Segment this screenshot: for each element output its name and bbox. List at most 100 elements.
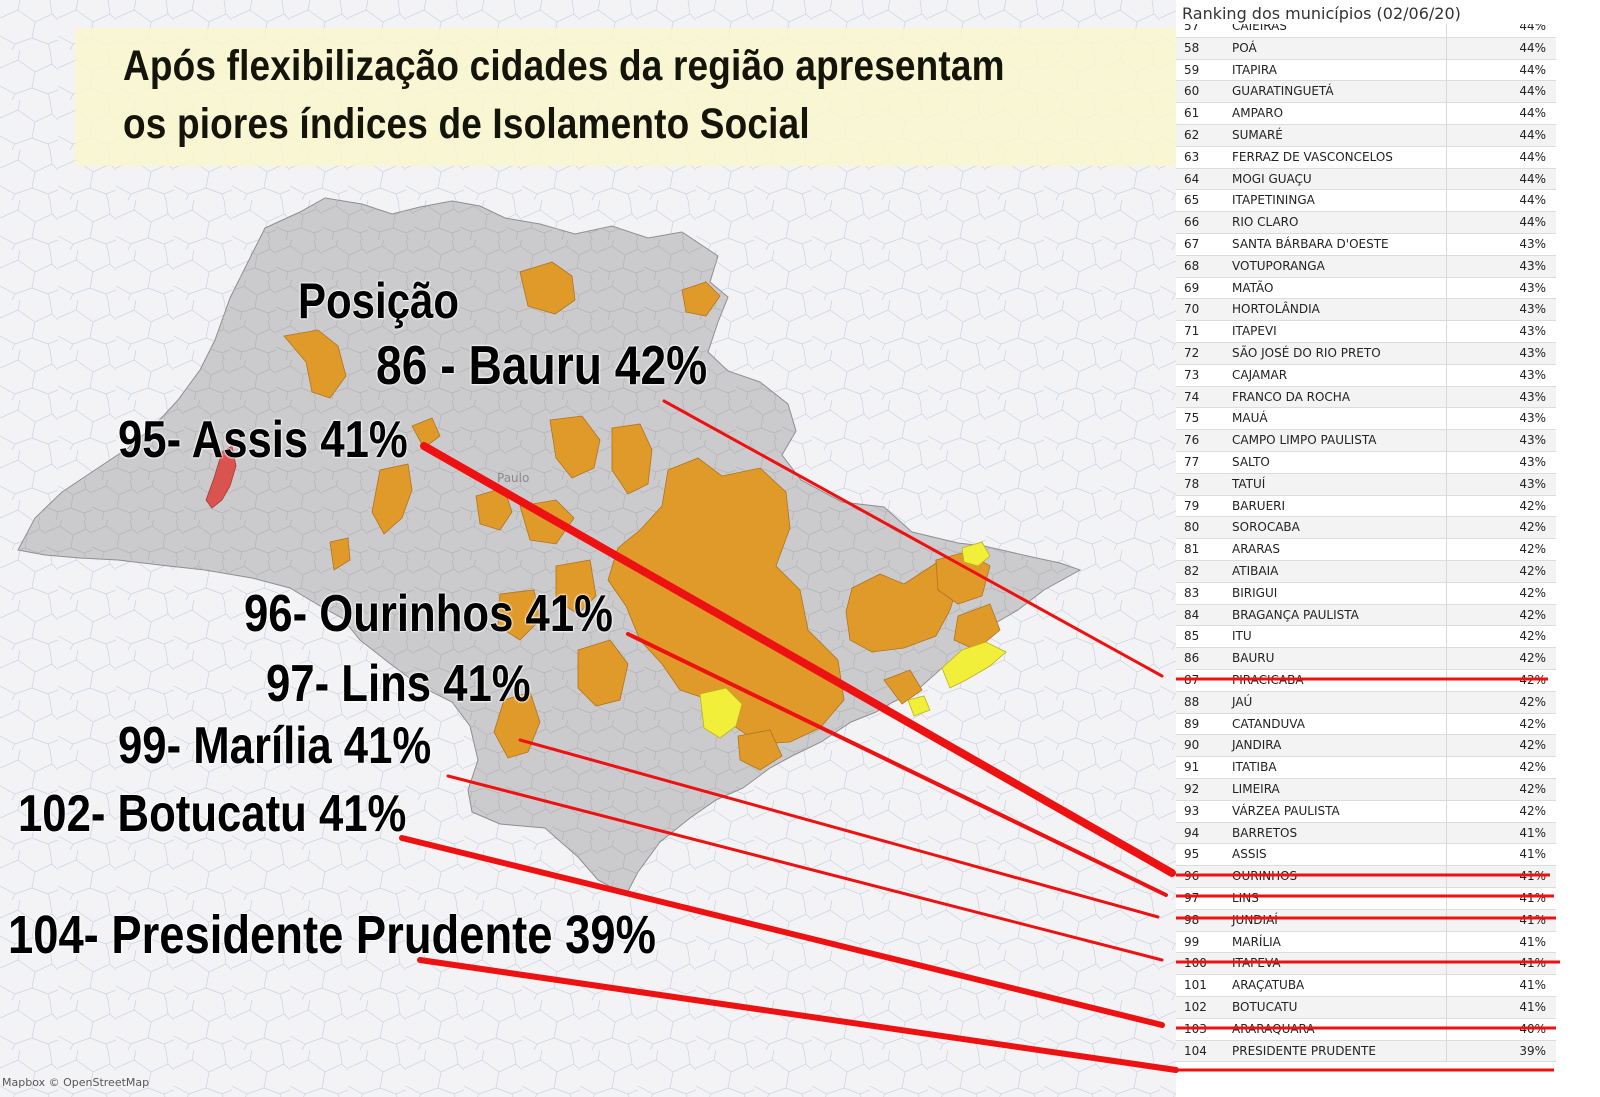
ranking-value: 44% [1519, 215, 1546, 230]
annotation-bauru: 86 - Bauru 42% [376, 334, 708, 396]
ranking-column-divider [1446, 146, 1447, 168]
ranking-row: 75 MAUÁ 43% [1176, 408, 1556, 431]
ranking-column-divider [1446, 844, 1447, 866]
ranking-column-divider [1446, 604, 1447, 626]
ranking-panel[interactable]: Ranking dos municípios (02/06/20) 57 CAIE… [1176, 0, 1600, 1097]
ranking-position: 58 [1184, 40, 1200, 55]
ranking-row: 78 TATUÍ 43% [1176, 473, 1556, 496]
ranking-position: 103 [1184, 1021, 1207, 1036]
ranking-column-divider [1446, 168, 1447, 190]
ranking-municipality: ITAPIRA [1232, 62, 1277, 77]
ranking-position: 57 [1184, 24, 1200, 33]
ranking-value: 42% [1519, 760, 1546, 775]
ranking-row: 92 LIMEIRA 42% [1176, 779, 1556, 801]
ranking-column-divider [1446, 648, 1447, 669]
ranking-row: 102 BOTUCATU 41% [1176, 997, 1556, 1019]
ranking-value: 41% [1519, 825, 1546, 840]
ranking-column-divider [1446, 909, 1447, 931]
ranking-municipality: BRAGANÇA PAULISTA [1232, 607, 1359, 622]
ranking-value: 43% [1519, 237, 1546, 251]
ranking-municipality: JANDIRA [1232, 738, 1282, 753]
ranking-row: 61 AMPARO 44% [1176, 103, 1556, 125]
ranking-row: 91 ITATIBA 42% [1176, 757, 1556, 779]
ranking-row: 85 ITU 42% [1176, 626, 1556, 649]
ranking-position: 76 [1184, 433, 1200, 448]
banner-title-line1: Após flexibilização cidades da região ap… [123, 42, 1005, 90]
ranking-column-divider [1446, 452, 1447, 473]
ranking-row: 62 SUMARÉ 44% [1176, 125, 1556, 147]
ranking-municipality: JAÚ [1232, 694, 1253, 709]
ranking-municipality: LIMEIRA [1232, 782, 1280, 796]
ranking-value: 43% [1519, 389, 1546, 404]
ranking-municipality: ASSIS [1232, 847, 1267, 862]
ranking-column-divider [1446, 386, 1447, 408]
ranking-position: 90 [1184, 738, 1200, 753]
ranking-position: 93 [1184, 803, 1200, 818]
ranking-row: 57 CAIEIRAS 44% [1176, 24, 1556, 38]
ranking-value: 42% [1519, 498, 1546, 513]
ranking-position: 63 [1184, 149, 1200, 164]
ranking-value: 42% [1519, 607, 1546, 622]
ranking-position: 99 [1184, 934, 1200, 949]
ranking-column-divider [1446, 190, 1447, 212]
ranking-row: 96 OURINHOS 41% [1176, 866, 1556, 888]
ranking-row: 87 PIRACICABA 42% [1176, 670, 1556, 692]
ranking-municipality: ATIBAIA [1232, 564, 1279, 578]
ranking-row: 72 SÃO JOSÉ DO RIO PRETO 43% [1176, 343, 1556, 365]
ranking-value: 43% [1519, 280, 1546, 295]
annotation-assis: 95- Assis 41% [118, 411, 408, 469]
ranking-municipality: ITAPEVA [1232, 956, 1281, 971]
ranking-municipality: ITATIBA [1232, 760, 1277, 775]
ranking-value: 43% [1519, 258, 1546, 273]
ranking-value: 43% [1519, 476, 1546, 491]
ranking-value: 42% [1519, 738, 1546, 753]
annotation-ourinhos: 96- Ourinhos 41% [244, 585, 613, 643]
map-attribution: Mapbox © OpenStreetMap [2, 1076, 150, 1089]
ranking-position: 60 [1184, 84, 1200, 99]
ranking-row: 65 ITAPETININGA 44% [1176, 190, 1556, 213]
ranking-value: 42% [1519, 651, 1546, 666]
ranking-municipality: OURINHOS [1232, 869, 1298, 884]
ranking-municipality: SALTO [1232, 455, 1270, 469]
ranking-row: 73 CAJAMAR 43% [1176, 364, 1556, 387]
ranking-position: 75 [1184, 411, 1200, 426]
title-banner: Após flexibilização cidades da região ap… [75, 28, 1185, 166]
ranking-municipality: SUMARÉ [1232, 128, 1283, 142]
ranking-row: 77 SALTO 43% [1176, 452, 1556, 474]
ranking-value: 44% [1519, 128, 1546, 142]
ranking-column-divider [1446, 24, 1447, 37]
ranking-position: 81 [1184, 542, 1200, 557]
ranking-municipality: ITAPEVI [1232, 324, 1277, 339]
ranking-value: 41% [1519, 847, 1546, 862]
ranking-column-divider [1446, 430, 1447, 451]
ranking-column-divider [1446, 234, 1447, 255]
ranking-column-divider [1446, 539, 1447, 560]
ranking-position: 101 [1184, 978, 1207, 993]
ranking-row: 88 JAÚ 42% [1176, 691, 1556, 714]
ranking-row: 100 ITAPEVA 41% [1176, 953, 1556, 976]
ranking-value: 44% [1519, 106, 1546, 121]
ranking-municipality: PRESIDENTE PRUDENTE [1232, 1043, 1376, 1058]
ranking-column-divider [1446, 103, 1447, 124]
ranking-value: 42% [1519, 564, 1546, 578]
ranking-row: 101 ARAÇATUBA 41% [1176, 975, 1556, 997]
assis-municipality [205, 445, 237, 509]
ranking-position: 64 [1184, 171, 1200, 186]
annotation-lins: 97- Lins 41% [266, 655, 531, 713]
ranking-position: 94 [1184, 825, 1200, 840]
ranking-municipality: POÁ [1232, 40, 1257, 55]
ranking-municipality: BARUERI [1232, 498, 1286, 513]
ranking-value: 43% [1519, 367, 1546, 382]
ranking-municipality: RIO CLARO [1232, 215, 1299, 230]
ranking-column-divider [1446, 343, 1447, 364]
ranking-value: 41% [1519, 934, 1546, 949]
ranking-column-divider [1446, 779, 1447, 800]
ranking-row: 59 ITAPIRA 44% [1176, 59, 1556, 82]
ranking-municipality: VÁRZEA PAULISTA [1232, 803, 1340, 818]
ranking-column-divider [1446, 582, 1447, 604]
ranking-municipality: LINS [1232, 891, 1259, 905]
ranking-position: 88 [1184, 694, 1200, 709]
ranking-table[interactable]: 57 CAIEIRAS 44% 58 POÁ 44% 59 ITAPIRA 44% 60 GUARA… [1176, 24, 1600, 1097]
ranking-value: 42% [1519, 585, 1546, 600]
ranking-row: 68 VOTUPORANGA 43% [1176, 255, 1556, 278]
